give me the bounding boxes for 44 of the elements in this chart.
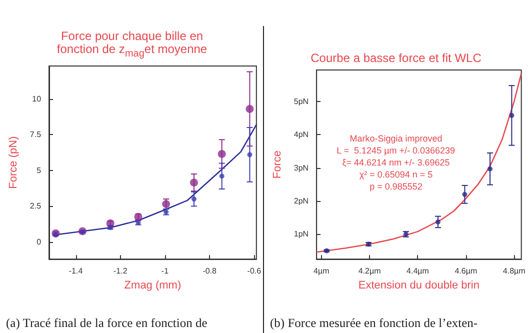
annotation: L = 5.1245 µm +/- 0.0366239	[336, 146, 456, 156]
x-tick-label: 4.8µm	[502, 266, 526, 276]
annotation: p = 0.985552	[370, 182, 422, 192]
point	[435, 219, 440, 224]
x-tick-label: 4.2µm	[358, 266, 382, 276]
point	[191, 196, 196, 202]
chart-title: Force pour chaque bille en fonction de z$_{mag}$et moyenne	[56, 29, 208, 60]
x-tick-label: 4µm	[314, 266, 330, 276]
line-series	[316, 72, 522, 253]
y-tick-label: 5pN	[294, 97, 309, 106]
x-axis-title: Extension du double brin	[358, 280, 480, 292]
x-tick-label: -1.4	[68, 266, 84, 276]
y-tick-label: 3pN	[294, 163, 309, 172]
point	[462, 192, 468, 197]
y-tick-label: 7.5	[30, 130, 42, 140]
x-tick-label: 4.4µm	[406, 266, 430, 276]
y-tick-label: 2pN	[294, 196, 309, 206]
y-tick-label: 5	[36, 166, 42, 175]
y-axis-title: Force	[272, 150, 284, 179]
point	[488, 166, 493, 172]
point	[219, 174, 224, 179]
annotation: χ² = 0.65094 n = 5	[359, 170, 433, 180]
y-tick-label: 4pN	[294, 130, 309, 140]
y-tick-label: 10	[32, 94, 42, 104]
y-axis-title: Force (pN)	[8, 136, 20, 189]
point	[246, 104, 254, 113]
y-tick-label: 0	[36, 237, 42, 246]
annotation: Marko-Siggia improved	[350, 134, 442, 144]
x-axis-title: Zmag (mm)	[124, 280, 182, 292]
point	[509, 112, 514, 118]
x-tick-label: -1	[161, 266, 170, 276]
text: (b) Force mesurée en fonction de l’exten-	[270, 316, 479, 331]
x-tick-label: -0.6	[247, 266, 262, 276]
y-tick-label: 1pN	[294, 230, 309, 239]
chart-title: Courbe a basse force et fit WLC	[310, 51, 482, 65]
x-tick-label: -1.2	[113, 266, 128, 276]
x-tick-label: 4.6µm	[454, 266, 478, 276]
point	[190, 178, 198, 187]
text: (a) Tracé final de la force en fonction de	[6, 316, 208, 331]
y-tick-label: 2.5	[30, 202, 42, 211]
point	[218, 150, 226, 158]
point	[247, 152, 252, 158]
x-tick-label: -0.8	[202, 266, 218, 276]
annotation: ξ= 44.6214 nm +/- 3.69625	[342, 158, 450, 168]
